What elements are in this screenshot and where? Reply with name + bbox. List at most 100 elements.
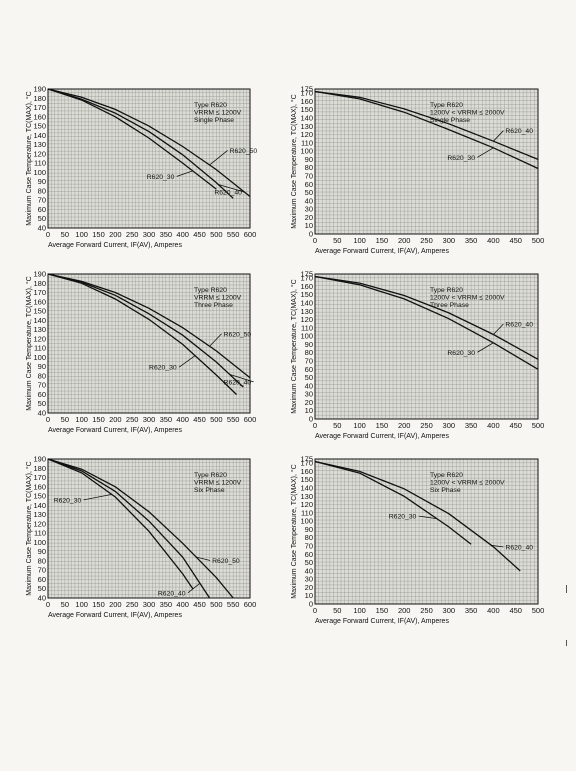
x-tick-label: 250 xyxy=(420,236,433,245)
y-tick-label: 140 xyxy=(33,131,46,140)
label-leader xyxy=(491,544,504,548)
x-tick-label: 50 xyxy=(61,415,69,424)
series-label: R620_40 xyxy=(505,128,533,135)
label-leader xyxy=(83,493,112,501)
y-tick-label: 180 xyxy=(33,464,46,473)
margin-mark xyxy=(566,585,567,593)
y-tick-label: 150 xyxy=(33,307,46,316)
x-tick-label: 0 xyxy=(313,606,317,615)
y-axis-title: Maximum Case Temperature, TC(MAX), °C xyxy=(290,464,298,598)
axis-frame xyxy=(314,88,539,235)
axis-frame xyxy=(314,458,539,605)
y-tick-label: 0 xyxy=(309,230,313,239)
chart-title-line: Single Phase xyxy=(430,117,470,124)
x-tick-label: 400 xyxy=(176,230,189,239)
series-label: R620_40 xyxy=(505,544,533,551)
y-tick-label: 70 xyxy=(38,196,46,205)
y-tick-label: 110 xyxy=(301,138,313,147)
y-tick-label: 180 xyxy=(33,94,46,103)
label-leader xyxy=(477,147,494,158)
y-tick-label: 50 xyxy=(38,399,46,408)
x-tick-label: 600 xyxy=(244,230,257,239)
y-tick-label: 110 xyxy=(301,323,313,332)
chart-svg: 0 50 100 150 200 250 300 350 400 450 500 550 6004050… xyxy=(25,85,258,250)
series-line-r620-30 xyxy=(47,458,194,590)
y-tick-label: 120 xyxy=(33,334,46,343)
x-tick-label: 200 xyxy=(109,415,122,424)
series-line-r620-40 xyxy=(314,275,539,360)
grid xyxy=(315,89,538,234)
x-tick-label: 500 xyxy=(532,606,545,615)
series-line-r620-50 xyxy=(47,88,251,198)
chart-title-line: Six Phase xyxy=(194,487,225,494)
y-tick-label: 60 xyxy=(305,550,313,559)
label-leader xyxy=(209,333,222,347)
x-tick-label: 550 xyxy=(227,230,240,239)
label-leader xyxy=(218,184,245,193)
chart-title-line: 1200V < VRRM ≤ 2000V xyxy=(430,110,505,117)
y-tick-label: 140 xyxy=(300,484,313,493)
x-tick-label: 0 xyxy=(46,415,50,424)
x-tick-label: 550 xyxy=(227,600,240,609)
label-leader xyxy=(418,515,437,520)
y-tick-label: 80 xyxy=(38,371,46,380)
chart-six-phase-le1200v: 0 50 100 150 200 250 300 350 400 450 500 550 600 40 50… xyxy=(0,450,288,640)
chart-title-line: Type R620 xyxy=(430,472,463,479)
x-tick-label: 100 xyxy=(75,230,88,239)
series-label: R620_30 xyxy=(54,497,82,504)
y-tick-label: 120 xyxy=(33,519,46,528)
y-tick-label: 130 xyxy=(33,510,46,519)
x-tick-label: 100 xyxy=(75,415,88,424)
y-tick-label: 120 xyxy=(300,500,313,509)
label-leader xyxy=(209,150,228,166)
x-tick-label: 350 xyxy=(160,415,173,424)
y-tick-label: 100 xyxy=(33,168,46,177)
chart-svg: 0 50 100 150 200 250 300 350 400 450 500 550 6004050… xyxy=(25,455,256,620)
y-tick-label: 100 xyxy=(300,517,313,526)
y-tick-label: 70 xyxy=(38,381,46,390)
y-tick-label: 140 xyxy=(300,299,313,308)
chart-title-line: Three Phase xyxy=(194,302,233,309)
series-label: R620_30 xyxy=(149,365,177,372)
label-leader xyxy=(493,130,504,142)
y-tick-label: 190 xyxy=(33,270,46,279)
label-leader xyxy=(176,170,193,177)
series-label: R620_30 xyxy=(147,174,175,181)
x-tick-label: 100 xyxy=(353,606,366,615)
y-tick-label: 30 xyxy=(305,390,313,399)
x-tick-label: 400 xyxy=(487,606,500,615)
y-tick-label: 130 xyxy=(300,122,313,131)
x-tick-label: 500 xyxy=(210,600,223,609)
y-tick-label: 70 xyxy=(38,566,46,575)
y-tick-label: 90 xyxy=(38,547,46,556)
y-tick-label: 110 xyxy=(301,508,313,517)
x-axis-title: Average Forward Current, IF(AV), Amperes xyxy=(48,612,182,619)
series-label: R620_30 xyxy=(447,155,475,162)
chart-title-line: 1200V < VRRM ≤ 2000V xyxy=(430,480,505,487)
y-tick-label: 150 xyxy=(33,492,46,501)
x-tick-label: 400 xyxy=(487,421,500,430)
x-tick-label: 250 xyxy=(126,230,139,239)
x-tick-label: 500 xyxy=(210,415,223,424)
x-tick-label: 350 xyxy=(160,230,173,239)
chart-title-line: Type R620 xyxy=(194,102,227,109)
y-tick-label: 50 xyxy=(38,584,46,593)
y-tick-label: 120 xyxy=(33,149,46,158)
chart-svg: 0 50 100 150 200 250 300 350 400 450 5000102030405… xyxy=(290,85,544,256)
label-leader xyxy=(196,556,211,561)
y-tick-label: 130 xyxy=(300,492,313,501)
y-tick-label: 150 xyxy=(33,122,46,131)
chart-title-line: Type R620 xyxy=(194,287,227,294)
x-tick-label: 450 xyxy=(193,230,206,239)
x-tick-label: 0 xyxy=(46,600,50,609)
series-label: R620_40 xyxy=(505,321,533,328)
y-tick-label: 40 xyxy=(38,224,46,233)
y-tick-label: 30 xyxy=(305,205,313,214)
x-tick-label: 250 xyxy=(126,415,139,424)
x-tick-label: 200 xyxy=(398,421,411,430)
x-axis-title: Average Forward Current, IF(AV), Amperes xyxy=(48,427,182,434)
series-label: R620_30 xyxy=(389,514,417,521)
series-label: R620_50 xyxy=(230,148,258,155)
y-tick-label: 80 xyxy=(305,348,313,357)
x-tick-label: 450 xyxy=(509,421,522,430)
